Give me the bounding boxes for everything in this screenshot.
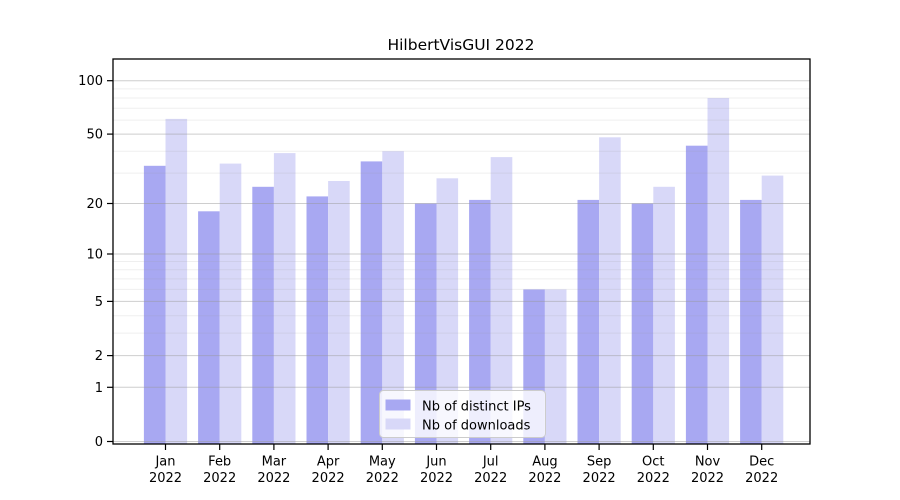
y-tick-label-10: 10	[86, 248, 103, 263]
x-axis-labels: Jan2022Feb2022Mar2022Apr2022May2022Jun20…	[149, 455, 778, 487]
bar-downloads-aug	[544, 289, 567, 444]
x-label-year-nov: 2022	[691, 471, 724, 486]
bar-downloads-jan	[165, 118, 188, 445]
bar-distinct-ips-sep	[577, 199, 600, 444]
bar-downloads-apr	[328, 181, 350, 444]
bar-downloads-feb	[219, 163, 242, 444]
plot-border	[112, 58, 811, 445]
x-label-year-oct: 2022	[637, 471, 670, 486]
y-tick-label-2: 2	[95, 349, 103, 364]
legend-swatch-downloads	[385, 418, 411, 430]
bar-distinct-ips-oct	[631, 203, 654, 444]
x-label-year-sep: 2022	[583, 471, 616, 486]
x-label-month-may: May	[369, 455, 396, 470]
bars-group	[143, 98, 784, 445]
gridlines-group	[113, 80, 810, 442]
y-tick-label-1: 1	[95, 381, 103, 396]
x-label-month-sep: Sep	[587, 455, 612, 470]
x-label-month-jul: Jul	[482, 455, 499, 470]
y-tick-label-0: 0	[95, 435, 103, 450]
bar-distinct-ips-dec	[740, 199, 762, 444]
legend-label-downloads: Nb of downloads	[422, 419, 531, 434]
x-label-month-aug: Aug	[532, 455, 557, 470]
x-label-year-apr: 2022	[312, 471, 345, 486]
x-label-month-jan: Jan	[154, 455, 175, 470]
bar-distinct-ips-may	[360, 161, 383, 444]
bar-downloads-mar	[273, 153, 296, 444]
x-label-year-dec: 2022	[745, 471, 778, 486]
x-label-month-nov: Nov	[695, 455, 721, 470]
x-label-year-jul: 2022	[474, 471, 507, 486]
bar-distinct-ips-jan	[143, 165, 166, 445]
x-label-month-feb: Feb	[208, 455, 231, 470]
bar-downloads-oct	[653, 186, 675, 445]
x-label-month-mar: Mar	[262, 455, 287, 470]
bar-downloads-jun	[436, 178, 459, 445]
y-tick-label-100: 100	[78, 74, 103, 89]
bar-distinct-ips-mar	[252, 186, 274, 445]
x-label-year-jun: 2022	[420, 471, 453, 486]
y-tick-label-50: 50	[86, 128, 103, 143]
y-tick-label-20: 20	[86, 197, 103, 212]
y-tick-label-5: 5	[95, 295, 103, 310]
bar-distinct-ips-feb	[198, 211, 220, 444]
bar-downloads-sep	[599, 137, 621, 445]
x-label-year-feb: 2022	[203, 471, 236, 486]
axis-ticks-group	[107, 80, 763, 450]
chart-title: HilbertVisGUI 2022	[387, 36, 534, 54]
x-label-year-may: 2022	[366, 471, 399, 486]
legend-label-distinct-ips: Nb of distinct IPs	[422, 400, 531, 415]
bar-distinct-ips-nov	[685, 145, 708, 444]
bar-distinct-ips-apr	[306, 196, 329, 444]
bar-downloads-jul	[490, 157, 513, 444]
y-axis-labels: 0 1 2 5 10 20 50 100	[78, 74, 103, 450]
x-label-year-mar: 2022	[257, 471, 290, 486]
x-label-year-jan: 2022	[149, 471, 182, 486]
x-label-year-aug: 2022	[528, 471, 561, 486]
legend-box	[379, 390, 546, 438]
legend-swatch-distinct-ips	[385, 399, 411, 411]
x-label-month-jun: Jun	[425, 455, 446, 470]
bar-downloads-nov	[707, 98, 730, 444]
bar-downloads-dec	[761, 175, 784, 444]
bar-downloads-may	[382, 151, 404, 444]
bar-distinct-ips-jul	[469, 199, 491, 444]
x-label-month-apr: Apr	[317, 455, 340, 470]
x-label-month-oct: Oct	[642, 455, 664, 470]
legend: Nb of distinct IPs Nb of downloads	[379, 390, 546, 438]
bar-distinct-ips-jun	[414, 203, 437, 444]
x-label-month-dec: Dec	[749, 455, 774, 470]
